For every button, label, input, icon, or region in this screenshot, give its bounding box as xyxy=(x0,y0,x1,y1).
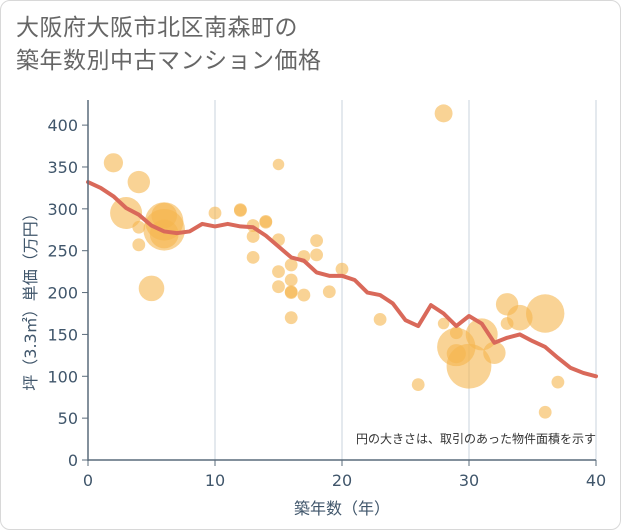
grid-lines xyxy=(214,100,597,460)
x-axis-label: 築年数（年） xyxy=(294,499,390,518)
bubble-33 xyxy=(373,312,387,326)
x-tick-label-1: 10 xyxy=(205,471,225,490)
bubble-15 xyxy=(246,250,260,264)
y-tick-label-5: 250 xyxy=(47,242,78,261)
bubble-41 xyxy=(465,318,498,351)
chart-title: 大阪府大阪市北区南森町の 築年数別中古マンション価格 xyxy=(16,12,322,78)
bubble-3 xyxy=(132,220,146,234)
bubble-12 xyxy=(234,204,247,217)
x-tick-label-0: 0 xyxy=(83,471,93,490)
bubble-layer xyxy=(103,104,565,419)
bubble-23 xyxy=(284,273,298,287)
bubble-35 xyxy=(434,104,453,123)
trend-layer xyxy=(86,180,598,379)
bubble-4 xyxy=(132,238,146,252)
bubble-20 xyxy=(272,265,285,279)
bubble-0 xyxy=(103,153,123,173)
bubble-26 xyxy=(284,311,298,325)
bubble-31 xyxy=(322,285,336,299)
bubble-48 xyxy=(551,375,565,389)
bubble-5 xyxy=(138,275,165,302)
x-tick-label-2: 20 xyxy=(332,471,352,490)
y-tick-label-1: 50 xyxy=(58,409,78,428)
bubble-1 xyxy=(127,170,150,194)
bubble-2 xyxy=(110,197,143,230)
bubble-34 xyxy=(411,378,425,392)
trend-line xyxy=(86,180,598,379)
y-tick-label-4: 200 xyxy=(47,284,78,303)
bubble-22 xyxy=(284,258,298,272)
bubble-30 xyxy=(310,248,323,262)
y-tick-label-8: 400 xyxy=(47,116,78,135)
x-tick-label-4: 40 xyxy=(586,471,606,490)
x-tick-label-3: 30 xyxy=(459,471,479,490)
bubble-46 xyxy=(526,294,565,333)
bubble-47 xyxy=(538,405,552,419)
bubble-42 xyxy=(483,341,506,365)
bubble-10 xyxy=(208,206,222,220)
bubble-14 xyxy=(246,230,260,243)
y-tick-label-0: 0 xyxy=(68,451,78,470)
bubble-28 xyxy=(297,288,311,302)
y-tick-label-6: 300 xyxy=(47,200,78,219)
chart-title-line-2: 築年数別中古マンション価格 xyxy=(16,48,322,74)
axes-layer: 0 50 100 150 200 250 300 350 400 0 10 20 30 40 xyxy=(47,100,606,490)
size-legend-note: 円の大きさは、取引のあった物件面積を示す xyxy=(356,431,596,446)
bubble-29 xyxy=(310,234,323,248)
y-tick-label-2: 100 xyxy=(47,367,78,386)
bubble-40 xyxy=(446,343,492,389)
bubble-32 xyxy=(335,262,349,276)
chart-title-line-1: 大阪府大阪市北区南森町の xyxy=(16,15,298,41)
y-axis-label: 坪（3.3㎡）単価（万円） xyxy=(21,205,40,390)
bubble-25 xyxy=(284,286,298,299)
bubble-18 xyxy=(272,158,285,171)
bubble-36 xyxy=(437,317,450,330)
bubble-17 xyxy=(259,215,273,229)
y-tick-label-3: 150 xyxy=(47,325,78,344)
bubble-21 xyxy=(272,280,285,294)
y-tick-label-7: 350 xyxy=(47,158,78,177)
